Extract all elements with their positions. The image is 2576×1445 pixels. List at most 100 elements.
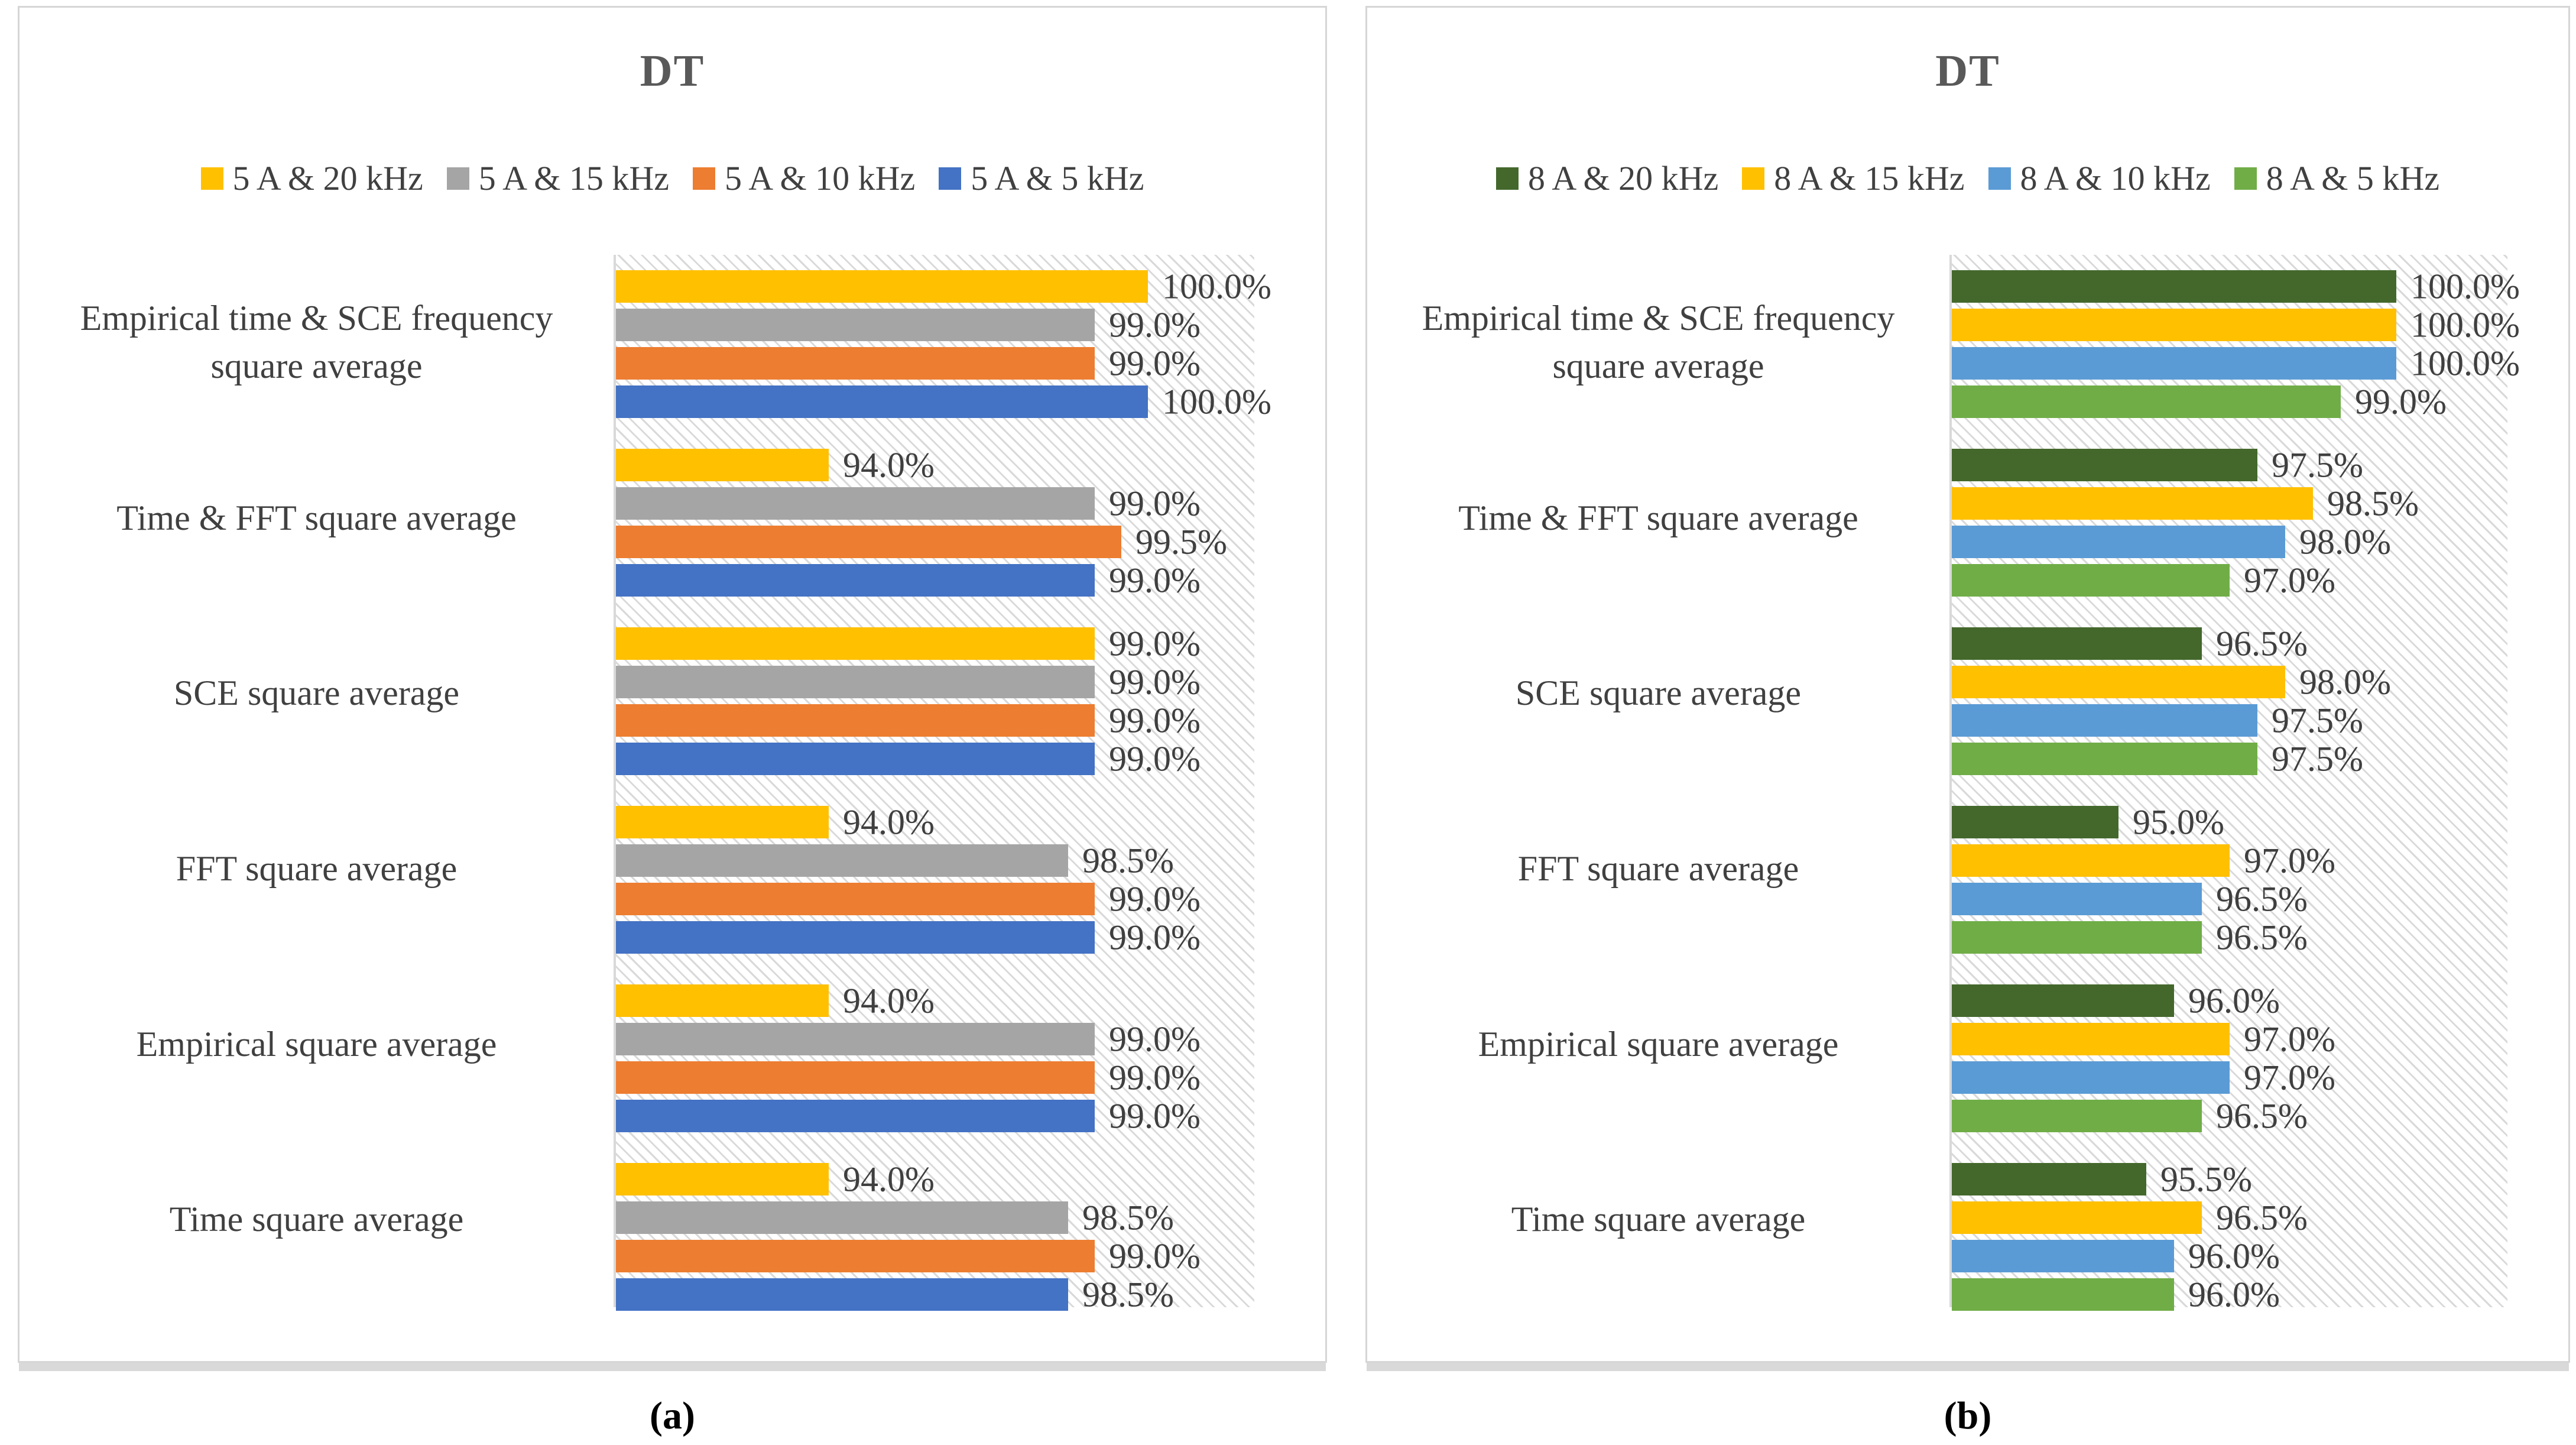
bar — [616, 806, 829, 838]
chart-title-b: DT — [1935, 46, 2000, 96]
bar — [1952, 704, 2257, 737]
chart-title-a: DT — [640, 46, 705, 96]
plot-area: 100.0% 99.0% 99.0% 100.0% 94.0% 99.0% 99.5% 99.… — [614, 255, 1271, 1314]
category-axis: Empirical time & SCE frequency square av… — [1367, 255, 1949, 1307]
bar-row: 99.0% — [616, 739, 1254, 778]
bar-value-label: 94.0% — [842, 981, 935, 1020]
bar-value-label: 96.5% — [2216, 879, 2308, 918]
bar — [616, 1163, 829, 1195]
bar-value-label: 96.0% — [2188, 1236, 2280, 1275]
bar — [1952, 487, 2313, 520]
bar — [616, 743, 1095, 775]
bar-row: 100.0% — [1952, 267, 2520, 306]
bar — [1952, 526, 2285, 558]
category-axis: Empirical time & SCE frequency square av… — [20, 255, 614, 1307]
bar — [1952, 1163, 2146, 1195]
bar — [1952, 347, 2396, 380]
bar-row: 94.0% — [616, 981, 1254, 1020]
bar — [616, 309, 1095, 341]
bar-value-label: 96.5% — [2216, 1096, 2308, 1135]
bar-row: 99.5% — [616, 522, 1254, 561]
bar — [1952, 844, 2230, 877]
bar-row: 96.0% — [1952, 981, 2507, 1020]
bar-row: 96.0% — [1952, 1275, 2507, 1314]
bar-row: 98.5% — [616, 1275, 1254, 1314]
chart-panel-a: DT 5 A & 20 kHz 5 A & 15 kHz 5 A & 10 kHz 5… — [18, 6, 1327, 1363]
plot-area: 100.0% 100.0% 100.0% 99.0% 97.5% 98.5% 98.0% 97… — [1949, 255, 2520, 1314]
bar-row: 94.0% — [616, 445, 1254, 484]
legend-item: 5 A & 20 kHz — [200, 158, 423, 198]
legend-item: 8 A & 20 kHz — [1496, 158, 1718, 198]
bar-value-label: 98.0% — [2299, 662, 2391, 701]
bar-chart-b: Empirical time & SCE frequency square av… — [1367, 255, 2568, 1314]
bar — [616, 704, 1095, 737]
bar-chart-a: Empirical time & SCE frequency square av… — [20, 255, 1325, 1314]
bar — [616, 1201, 1068, 1234]
bar-row: 100.0% — [1952, 305, 2520, 344]
bar-group: 100.0% 99.0% 99.0% 100.0% — [616, 255, 1271, 433]
bar — [1952, 806, 2118, 838]
bar-value-label: 96.0% — [2188, 1275, 2280, 1314]
bar-value-label: 100.0% — [2410, 344, 2520, 383]
legend-label: 8 A & 20 kHz — [1528, 159, 1719, 197]
bar-row: 97.0% — [1952, 841, 2507, 880]
bar — [616, 564, 1095, 597]
bar-value-label: 95.0% — [2133, 802, 2224, 841]
bar — [1952, 309, 2396, 341]
bar — [1952, 627, 2202, 660]
bar-group: 95.0% 97.0% 96.5% 96.5% — [1952, 790, 2507, 969]
bar — [1952, 883, 2202, 915]
legend-label: 5 A & 5 kHz — [971, 159, 1144, 197]
category-label: Time & FFT square average — [1458, 498, 1858, 537]
bar-row: 98.0% — [1952, 662, 2507, 701]
legend-item: 8 A & 15 kHz — [1742, 158, 1965, 198]
bar-value-label: 97.0% — [2244, 841, 2335, 880]
bar-row: 95.5% — [1952, 1159, 2507, 1198]
bar-value-label: 97.5% — [2272, 701, 2363, 740]
chart-panel-b: DT 8 A & 20 kHz 8 A & 15 kHz 8 A & 10 kHz 8… — [1365, 6, 2570, 1363]
bar — [616, 270, 1148, 303]
category-label: Empirical time & SCE frequency square av… — [1422, 299, 1895, 386]
bar-row: 99.0% — [616, 1096, 1254, 1135]
bar — [1952, 1278, 2174, 1311]
bar-value-label: 98.5% — [1082, 1198, 1174, 1237]
category-label: SCE square average — [173, 673, 460, 713]
bar-row: 99.0% — [616, 624, 1254, 663]
category-label: FFT square average — [176, 848, 458, 888]
bar-row: 99.0% — [616, 918, 1254, 957]
bar-row: 99.0% — [616, 1019, 1254, 1058]
bar — [616, 1278, 1068, 1311]
bar-value-label: 96.5% — [2216, 624, 2308, 663]
bar-row: 95.0% — [1952, 802, 2507, 841]
category-label: SCE square average — [1515, 673, 1802, 713]
bar — [616, 526, 1121, 558]
bar-row: 98.5% — [616, 841, 1254, 880]
bar — [1952, 1023, 2230, 1055]
caption-a: (a) — [650, 1394, 695, 1437]
legend-swatch — [200, 167, 223, 190]
category-label: Empirical square average — [1478, 1024, 1839, 1064]
bar-group: 97.5% 98.5% 98.0% 97.0% — [1952, 433, 2507, 612]
bar-row: 99.0% — [1952, 382, 2507, 421]
legend-label: 8 A & 10 kHz — [2020, 159, 2211, 197]
bar-value-label: 99.0% — [1109, 624, 1201, 663]
category-label: Time square average — [1511, 1200, 1806, 1239]
bar-row: 96.5% — [1952, 624, 2507, 663]
bar — [616, 844, 1068, 877]
bar — [616, 1023, 1095, 1055]
bar-row: 96.5% — [1952, 1096, 2507, 1135]
bar-row: 99.0% — [616, 1058, 1254, 1097]
bar-value-label: 99.0% — [2355, 382, 2447, 421]
bar — [616, 883, 1095, 915]
bar — [1952, 984, 2174, 1017]
bar-group: 100.0% 100.0% 100.0% 99.0% — [1952, 255, 2520, 433]
bar-row: 99.0% — [616, 484, 1254, 523]
bar-row: 100.0% — [1952, 344, 2520, 383]
bar-row: 96.5% — [1952, 918, 2507, 957]
bar-value-label: 94.0% — [842, 1159, 935, 1198]
bar-row: 94.0% — [616, 1159, 1254, 1198]
legend-item: 5 A & 5 kHz — [939, 158, 1144, 198]
bar-row: 99.0% — [616, 305, 1254, 344]
bar — [616, 347, 1095, 380]
